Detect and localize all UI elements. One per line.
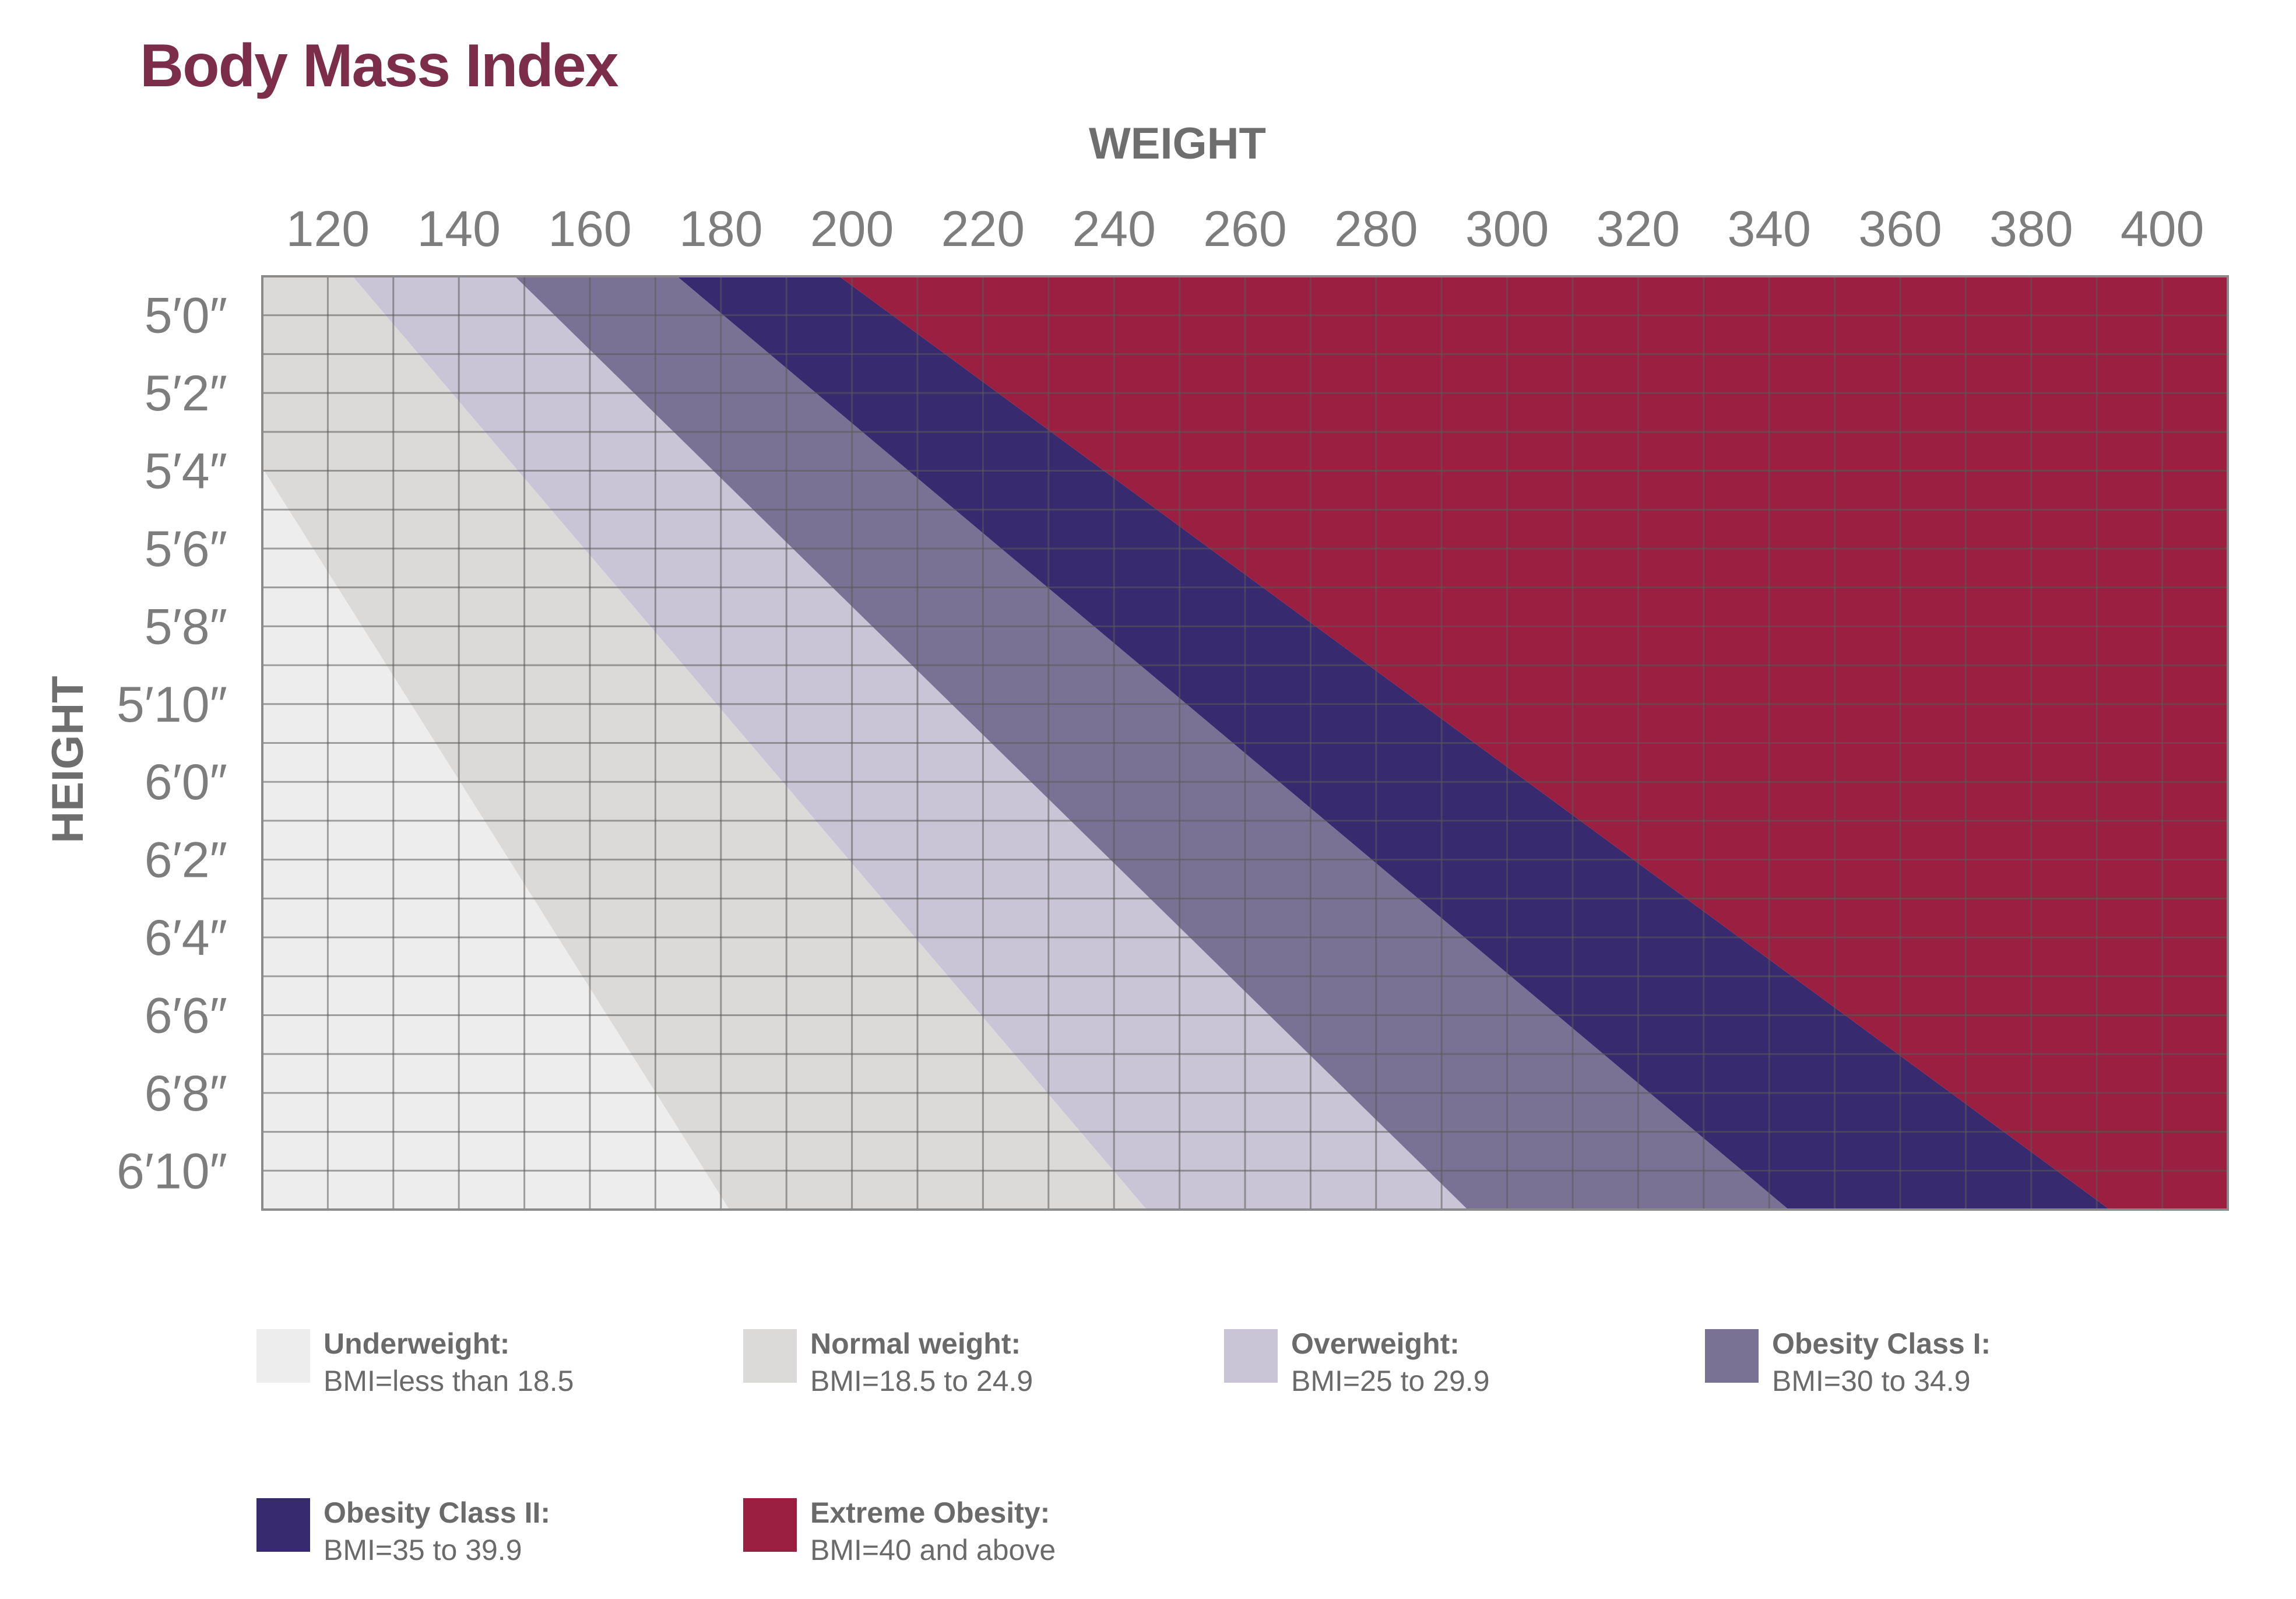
x-tick-label: 140 (417, 201, 501, 257)
legend-swatch (1224, 1329, 1278, 1383)
y-tick-labels: 5′0″ 5′2″ 5′4″ 5′6″ 5′8″ 5′10″ 6′0″ 6′2″ 6′4″ 6′6… (117, 288, 227, 1200)
x-tick-label: 360 (1858, 201, 1942, 257)
y-tick-label: 6′0″ (145, 754, 227, 810)
x-tick-label: 200 (810, 201, 894, 257)
x-tick-label: 160 (548, 201, 632, 257)
legend-label: Normal weight: (810, 1327, 1021, 1360)
x-tick-label: 300 (1465, 201, 1549, 257)
legend-range: BMI=less than 18.5 (324, 1365, 574, 1397)
legend-item: Extreme Obesity: BMI=40 and above (743, 1496, 1056, 1566)
legend-label: Overweight: (1291, 1327, 1460, 1360)
chart-title: Body Mass Index (140, 32, 619, 100)
y-tick-label: 5′10″ (117, 677, 227, 733)
y-tick-label: 5′0″ (145, 288, 227, 344)
legend-range: BMI=35 to 39.9 (324, 1534, 522, 1566)
legend-swatch (743, 1329, 797, 1383)
plot-frame (261, 275, 2229, 1211)
x-tick-label: 280 (1334, 201, 1418, 257)
legend-label: Underweight: (324, 1327, 509, 1360)
x-axis-title: WEIGHT (1089, 119, 1266, 168)
x-tick-label: 320 (1597, 201, 1680, 257)
legend-item: Normal weight: BMI=18.5 to 24.9 (743, 1327, 1033, 1397)
legend: Underweight: BMI=less than 18.5 Normal wei… (256, 1327, 1991, 1566)
legend-item: Overweight: BMI=25 to 29.9 (1224, 1327, 1490, 1397)
legend-swatch (1705, 1329, 1759, 1383)
y-axis-title: HEIGHT (43, 676, 93, 843)
x-tick-labels: 120 140 160 180 200 220 240 260 280 300 320 340 360 3… (286, 201, 2204, 257)
legend-swatch (256, 1329, 310, 1383)
legend-range: BMI=40 and above (810, 1534, 1056, 1566)
legend-item: Underweight: BMI=less than 18.5 (256, 1327, 574, 1397)
legend-item: Obesity Class I: BMI=30 to 34.9 (1705, 1327, 1991, 1397)
y-tick-label: 5′8″ (145, 599, 227, 655)
grid-lines (262, 276, 2228, 1210)
legend-swatch (256, 1498, 310, 1552)
legend-label: Extreme Obesity: (810, 1496, 1050, 1529)
x-tick-label: 220 (941, 201, 1025, 257)
x-tick-label: 180 (679, 201, 763, 257)
y-tick-label: 6′4″ (145, 910, 227, 966)
y-tick-label: 6′6″ (145, 987, 227, 1043)
legend-swatch (743, 1498, 797, 1552)
y-tick-label: 5′6″ (145, 521, 227, 577)
legend-range: BMI=25 to 29.9 (1291, 1365, 1490, 1397)
legend-label: Obesity Class II: (324, 1496, 550, 1529)
y-tick-label: 6′8″ (145, 1066, 227, 1122)
legend-range: BMI=30 to 34.9 (1772, 1365, 1971, 1397)
y-tick-label: 6′10″ (117, 1143, 227, 1199)
legend-item: Obesity Class II: BMI=35 to 39.9 (256, 1496, 550, 1566)
x-tick-label: 240 (1072, 201, 1156, 257)
y-tick-label: 5′2″ (145, 366, 227, 421)
legend-range: BMI=18.5 to 24.9 (810, 1365, 1033, 1397)
y-tick-label: 6′2″ (145, 832, 227, 888)
legend-label: Obesity Class I: (1772, 1327, 1991, 1360)
y-tick-label: 5′4″ (145, 444, 227, 500)
x-tick-label: 400 (2121, 201, 2204, 257)
x-tick-label: 380 (1989, 201, 2073, 257)
x-tick-label: 260 (1203, 201, 1287, 257)
x-tick-label: 340 (1727, 201, 1811, 257)
x-tick-label: 120 (286, 201, 370, 257)
